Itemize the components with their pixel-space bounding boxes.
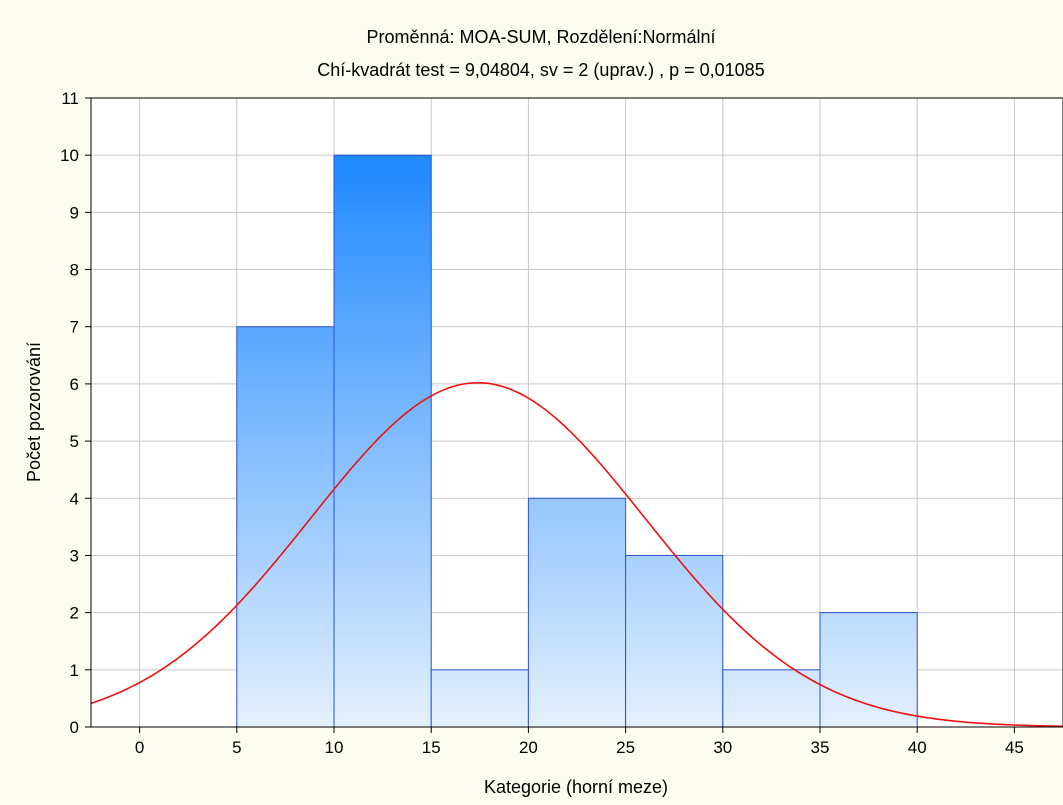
y-tick-label: 1 (70, 661, 79, 680)
chart-title: Proměnná: MOA-SUM, Rozdělení:Normální (366, 27, 715, 47)
y-tick-label: 4 (70, 489, 79, 508)
x-tick-label: 45 (1005, 738, 1024, 757)
normal-curve-layer (90, 381, 1063, 728)
x-tick-label: 20 (519, 738, 538, 757)
y-tick-label: 7 (70, 318, 79, 337)
normal-curve (90, 381, 1063, 728)
y-tick-label: 6 (70, 375, 79, 394)
histogram-bar (722, 669, 821, 728)
axis-ticks (85, 97, 1015, 733)
y-axis-label: Počet pozorování (24, 342, 44, 482)
x-axis-label: Kategorie (horní meze) (484, 777, 668, 797)
y-tick-label: 3 (70, 546, 79, 565)
y-tick-label: 9 (70, 203, 79, 222)
x-tick-label: 0 (135, 738, 144, 757)
histogram-bar (430, 669, 529, 728)
y-tick-label: 10 (60, 146, 79, 165)
y-tick-label: 11 (61, 89, 79, 108)
x-tick-label: 25 (616, 738, 635, 757)
x-tick-label: 40 (908, 738, 927, 757)
histogram-bar (236, 326, 335, 728)
x-tick-label: 15 (422, 738, 441, 757)
histogram-bar (625, 554, 724, 728)
x-tick-label: 35 (811, 738, 830, 757)
plot-frame (90, 97, 1063, 728)
x-tick-label: 10 (325, 738, 344, 757)
y-tick-label: 8 (70, 261, 79, 280)
y-tick-label: 2 (70, 604, 79, 623)
y-tick-label: 0 (70, 718, 79, 737)
x-tick-label: 30 (713, 738, 732, 757)
x-tick-label: 5 (232, 738, 241, 757)
histogram-bar (333, 154, 432, 728)
histogram-bars (236, 154, 918, 728)
chart-subtitle: Chí-kvadrát test = 9,04804, sv = 2 (upra… (317, 60, 764, 80)
x-tick-labels: 0 5 10 15 20 25 30 35 40 45 (135, 738, 1024, 757)
y-tick-labels: 0 1 2 3 4 5 6 7 8 9 10 11 (60, 89, 79, 737)
histogram-bar (527, 497, 627, 728)
y-tick-label: 5 (70, 432, 79, 451)
histogram-bar (819, 612, 918, 728)
